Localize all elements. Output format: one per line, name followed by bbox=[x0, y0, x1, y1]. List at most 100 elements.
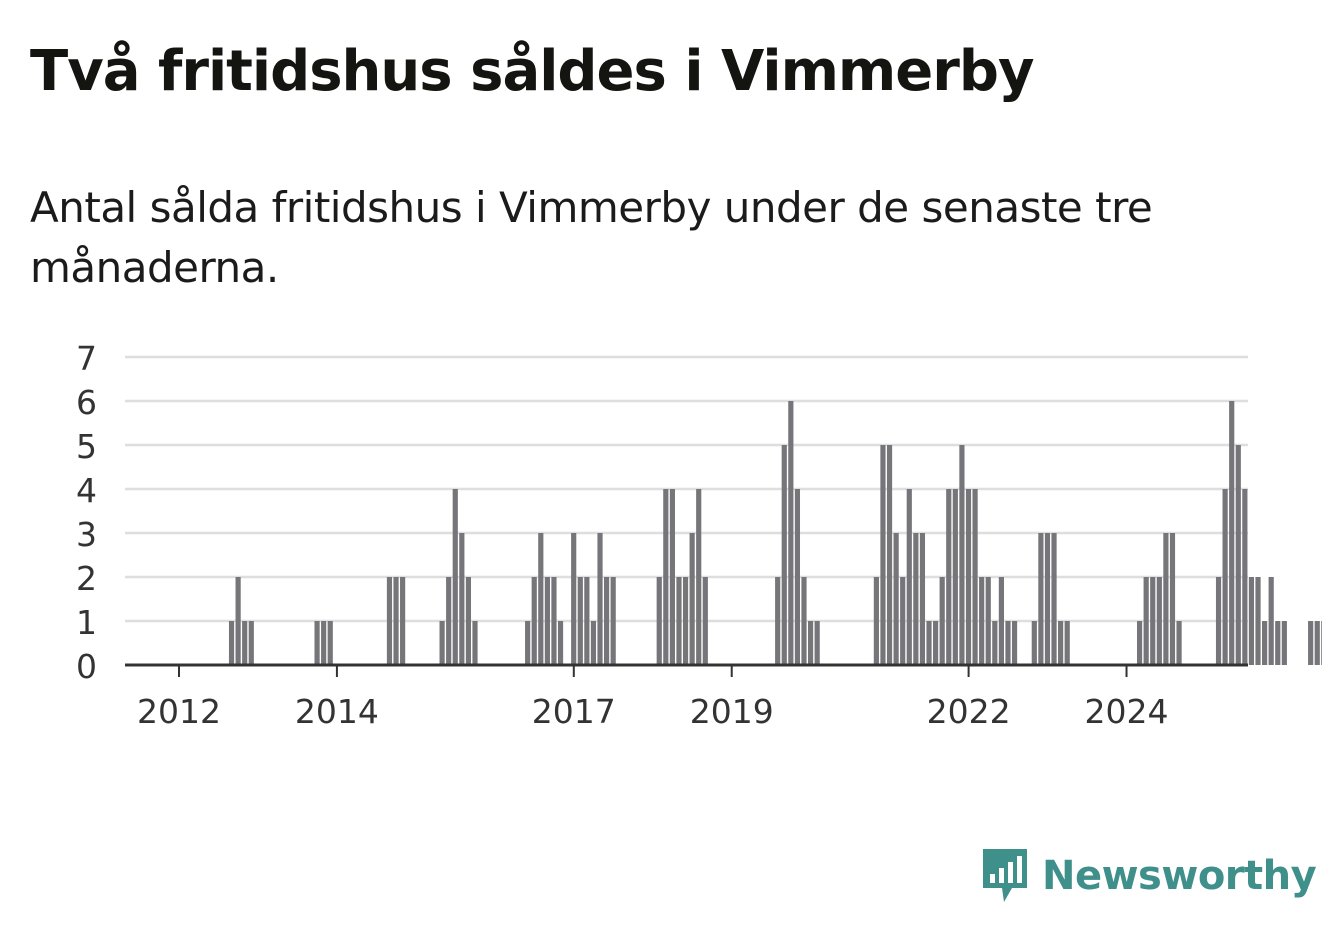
bar bbox=[1308, 621, 1314, 665]
bar bbox=[393, 577, 399, 665]
bar bbox=[446, 577, 452, 665]
y-tick-label: 1 bbox=[76, 603, 97, 642]
bar bbox=[807, 621, 814, 665]
bar bbox=[590, 621, 597, 665]
newsworthy-logo-icon bbox=[983, 849, 1027, 902]
bar bbox=[893, 533, 899, 665]
bar bbox=[1150, 577, 1156, 665]
bar bbox=[551, 577, 557, 665]
bar bbox=[1136, 621, 1143, 665]
bar bbox=[1044, 533, 1051, 665]
brand-name: Newsworthy bbox=[1042, 853, 1317, 899]
bar bbox=[1235, 445, 1241, 665]
bar bbox=[702, 577, 708, 665]
y-tick-label: 6 bbox=[76, 383, 97, 422]
bar bbox=[584, 577, 590, 665]
bar bbox=[228, 621, 235, 665]
bar bbox=[1314, 621, 1320, 665]
bar bbox=[597, 533, 603, 665]
grid-lines bbox=[125, 355, 1248, 623]
x-tick-label: 2022 bbox=[927, 692, 1011, 731]
x-tick-label: 2024 bbox=[1085, 692, 1169, 731]
bar bbox=[1262, 621, 1268, 665]
bar bbox=[472, 621, 478, 665]
bar bbox=[242, 621, 248, 665]
bar bbox=[788, 401, 794, 665]
bar bbox=[439, 621, 445, 665]
bar bbox=[900, 577, 906, 665]
bar bbox=[998, 577, 1004, 665]
bar bbox=[1275, 621, 1281, 665]
y-tick-label: 5 bbox=[76, 427, 97, 466]
y-tick-label: 4 bbox=[76, 471, 97, 510]
bar bbox=[1281, 621, 1287, 665]
y-tick-label: 0 bbox=[76, 647, 97, 686]
bar bbox=[544, 577, 550, 665]
bar bbox=[696, 489, 702, 665]
y-tick-label: 7 bbox=[76, 339, 97, 378]
bar bbox=[1242, 489, 1248, 665]
x-tick-label: 2012 bbox=[137, 692, 221, 731]
x-tick-label: 2017 bbox=[532, 692, 616, 731]
bar bbox=[689, 533, 695, 665]
bar bbox=[926, 621, 932, 665]
bar-chart: 0 1 2 3 4 5 6 7 2012 2014 2017 2019 2022 2024 2 bbox=[76, 339, 1322, 731]
bar bbox=[880, 445, 886, 665]
bar bbox=[886, 445, 893, 665]
bar bbox=[386, 577, 393, 665]
bar bbox=[814, 621, 820, 665]
bar bbox=[1255, 577, 1261, 665]
bar bbox=[946, 489, 952, 665]
bar bbox=[327, 621, 333, 665]
bar bbox=[321, 621, 327, 665]
bar bbox=[1143, 577, 1149, 665]
bar bbox=[913, 533, 919, 665]
x-tick-label: 2019 bbox=[690, 692, 774, 731]
bar bbox=[906, 489, 912, 665]
bar bbox=[400, 577, 406, 665]
bar bbox=[538, 533, 544, 665]
bar bbox=[1169, 533, 1176, 665]
bar bbox=[1222, 489, 1228, 665]
bar bbox=[577, 577, 583, 665]
chart-title: Två fritidshus såldes i Vimmerby bbox=[30, 39, 1034, 104]
bar bbox=[781, 445, 787, 665]
bar bbox=[676, 577, 682, 665]
bar bbox=[1051, 533, 1057, 665]
bar bbox=[452, 489, 458, 665]
bar bbox=[1038, 533, 1044, 665]
y-tick-label: 3 bbox=[76, 515, 97, 554]
bar bbox=[939, 577, 945, 665]
bar bbox=[1011, 621, 1018, 665]
bar bbox=[1031, 621, 1037, 665]
bar bbox=[873, 577, 879, 665]
bar bbox=[1058, 621, 1064, 665]
bar bbox=[656, 577, 662, 665]
x-tick-label: 2014 bbox=[295, 692, 379, 731]
bar bbox=[933, 621, 939, 665]
bar bbox=[1005, 621, 1011, 665]
bar bbox=[459, 533, 465, 665]
bar bbox=[952, 489, 958, 665]
bar bbox=[959, 445, 965, 665]
y-axis: 0 1 2 3 4 5 6 7 bbox=[76, 339, 97, 686]
bar bbox=[465, 577, 472, 665]
bar bbox=[775, 577, 781, 665]
bars bbox=[228, 401, 1322, 665]
bar bbox=[571, 533, 577, 665]
bar bbox=[1156, 577, 1162, 665]
bar bbox=[1163, 533, 1169, 665]
bar bbox=[531, 577, 537, 665]
bar bbox=[801, 577, 807, 665]
x-axis: 2012 2014 2017 2019 2022 2024 bbox=[137, 665, 1169, 731]
bar bbox=[972, 489, 978, 665]
bar bbox=[682, 577, 689, 665]
bar bbox=[557, 621, 564, 665]
y-tick-label: 2 bbox=[76, 559, 97, 598]
bar bbox=[604, 577, 610, 665]
bar bbox=[979, 577, 985, 665]
bar bbox=[248, 621, 254, 665]
chart-subtitle: Antal sålda fritidshus i Vimmerby under … bbox=[30, 183, 1153, 292]
bar bbox=[610, 577, 616, 665]
bar bbox=[965, 489, 972, 665]
